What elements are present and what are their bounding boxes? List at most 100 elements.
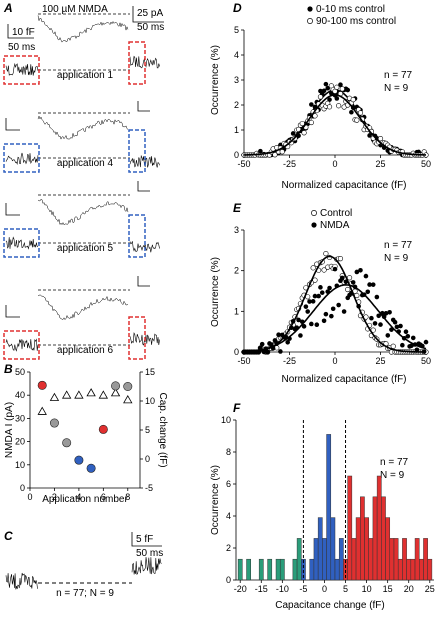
capacitance-point [111, 381, 121, 391]
data-point-open [336, 103, 342, 109]
histogram-bar [292, 558, 298, 581]
e-legend-marker-open [311, 210, 317, 216]
data-point-filled [314, 322, 320, 328]
panel-label-f: F [233, 401, 241, 415]
cap-trace-pre [5, 338, 39, 352]
y-tick-label: 4 [226, 511, 231, 521]
data-point-filled [312, 293, 318, 299]
current-point [98, 390, 109, 399]
data-point-open [337, 256, 344, 262]
data-point-filled [258, 148, 263, 154]
data-point-filled [387, 309, 392, 315]
histogram-bar [296, 538, 302, 581]
data-point-filled [303, 304, 309, 309]
data-point-open [308, 119, 314, 126]
panel-label-c: C [4, 529, 13, 543]
x-tick-label: 25 [375, 356, 385, 366]
pre-analysis-box [3, 55, 40, 85]
panel-f: F Occurrence (%) Capacitance change (fF)… [210, 401, 435, 611]
data-point-filled [321, 318, 327, 324]
current-point [49, 392, 60, 401]
mini-scale-left [5, 203, 20, 216]
mini-scale-right [137, 276, 150, 287]
y-tick-label: 4 [234, 50, 239, 60]
e-legend-series-2: NMDA [320, 220, 350, 231]
application-label: application 5 [57, 243, 114, 254]
panel-label-b: B [4, 362, 13, 376]
y-tick-label: 40 [15, 390, 25, 400]
y-tick-label: 0 [20, 483, 25, 493]
data-point-filled [405, 333, 411, 339]
data-point-open [279, 149, 285, 155]
y-tick-label: 10 [15, 460, 25, 470]
capacitance-point [123, 381, 133, 391]
y-tick-label: 2 [234, 266, 239, 276]
nmda-current-trace [37, 15, 129, 43]
c-post-trace [131, 557, 162, 575]
x-tick-label: -5 [299, 584, 307, 594]
x-tick-label: -25 [283, 356, 296, 366]
y-tick-label: 50 [15, 367, 25, 377]
y-tick-label: 20 [15, 437, 25, 447]
data-point-filled [372, 321, 378, 326]
data-point-open [299, 120, 305, 127]
data-point-filled [365, 289, 371, 295]
x-tick-label: 10 [362, 584, 372, 594]
histogram-bar [301, 558, 306, 581]
panel-b: B NMDA I (pA) Cap. change (fF) Applicati… [4, 362, 168, 505]
histogram-bar [313, 538, 319, 581]
data-point-filled [345, 87, 351, 93]
data-point-filled [276, 332, 281, 338]
d-legend-series-1: 0-10 ms control [316, 4, 385, 15]
current-point [110, 388, 121, 397]
capacitance-point [74, 455, 84, 465]
capacitance-point [37, 380, 47, 390]
pre-analysis-box [3, 228, 40, 258]
data-point-filled [336, 302, 341, 308]
y-tick-label: 2 [226, 543, 231, 553]
gaussian-fit-curve [243, 284, 427, 353]
histogram-bar [414, 538, 420, 581]
data-point-filled [358, 268, 363, 273]
y2-tick-label: 5 [145, 425, 150, 435]
nmda-current-trace [37, 198, 129, 226]
histogram-bar [317, 517, 323, 581]
histogram-bar [376, 475, 382, 581]
x-tick-label: -50 [237, 159, 250, 169]
data-point-filled [323, 311, 329, 317]
current-point [37, 406, 47, 415]
e-legend-series-1: Control [320, 208, 352, 219]
d-legend-marker-filled [307, 6, 313, 12]
mini-scale-right [137, 101, 150, 112]
data-point-filled [301, 324, 307, 329]
data-point-filled [341, 309, 347, 314]
data-point-filled [410, 335, 416, 341]
histogram-bar [410, 558, 416, 581]
cap-trace-post [129, 332, 160, 346]
panel-e: E Occurrence (%) Normalized capacitance … [210, 201, 431, 385]
y-tick-label: 0 [234, 347, 239, 357]
x-tick-label: -50 [237, 356, 250, 366]
e-x-axis-label: Normalized capacitance (fF) [281, 374, 406, 385]
histogram-bar [397, 558, 403, 581]
panel-c: C 5 fF 50 ms n = 77; N = 9 [4, 529, 163, 599]
data-point-open [334, 84, 340, 90]
data-point-open [312, 277, 318, 283]
d-annotation-N: N = 9 [384, 83, 409, 94]
histogram-bar [393, 538, 399, 581]
data-point-filled [329, 313, 334, 319]
data-point-open [326, 104, 333, 110]
data-point-filled [334, 96, 340, 101]
data-point-filled [374, 294, 380, 300]
current-scale-bar [132, 6, 164, 23]
data-point-open [339, 86, 345, 92]
data-point-filled [378, 322, 383, 327]
x-tick-label: 4 [76, 492, 81, 502]
x-tick-label: -10 [276, 584, 289, 594]
histogram-bar [427, 558, 433, 581]
mini-scale-left [5, 118, 20, 131]
data-point-filled [398, 323, 403, 329]
c-cap-scale-label: 5 fF [136, 534, 153, 545]
data-point-filled [356, 304, 361, 309]
d-legend-marker-open [307, 18, 313, 24]
